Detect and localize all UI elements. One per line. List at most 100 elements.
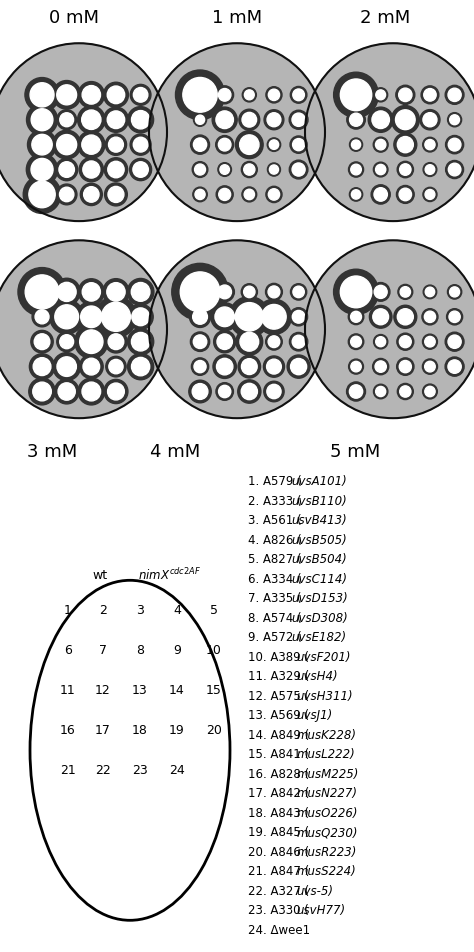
Circle shape bbox=[105, 183, 128, 206]
Circle shape bbox=[348, 359, 364, 374]
Text: 1 mM: 1 mM bbox=[212, 10, 262, 27]
Circle shape bbox=[55, 158, 78, 181]
Circle shape bbox=[398, 285, 413, 299]
Circle shape bbox=[27, 129, 56, 159]
Circle shape bbox=[128, 328, 154, 355]
Text: 0 mM: 0 mM bbox=[49, 10, 99, 27]
Circle shape bbox=[211, 303, 238, 331]
Circle shape bbox=[346, 382, 365, 401]
Circle shape bbox=[373, 308, 389, 325]
Circle shape bbox=[27, 153, 58, 186]
Circle shape bbox=[219, 89, 231, 101]
Text: 10. A389 (: 10. A389 ( bbox=[248, 651, 309, 664]
Circle shape bbox=[425, 361, 435, 372]
Circle shape bbox=[217, 358, 233, 375]
Text: 10: 10 bbox=[206, 644, 222, 657]
Circle shape bbox=[375, 139, 386, 149]
Circle shape bbox=[29, 181, 55, 208]
Circle shape bbox=[374, 88, 388, 102]
Text: 15. A841 (: 15. A841 ( bbox=[248, 748, 309, 762]
Circle shape bbox=[293, 89, 304, 101]
Circle shape bbox=[149, 43, 325, 221]
Circle shape bbox=[192, 309, 208, 325]
Circle shape bbox=[423, 163, 437, 176]
Circle shape bbox=[423, 384, 438, 399]
Circle shape bbox=[289, 110, 308, 129]
Circle shape bbox=[193, 138, 207, 151]
Circle shape bbox=[215, 307, 235, 327]
Circle shape bbox=[78, 130, 105, 158]
Circle shape bbox=[219, 386, 231, 398]
Circle shape bbox=[82, 283, 100, 301]
Circle shape bbox=[399, 89, 412, 102]
Text: musO226): musO226) bbox=[297, 806, 358, 820]
Text: musL222): musL222) bbox=[297, 748, 355, 762]
Circle shape bbox=[133, 137, 148, 152]
Circle shape bbox=[55, 379, 79, 404]
Circle shape bbox=[446, 161, 464, 179]
Circle shape bbox=[425, 165, 435, 174]
Text: uvsB110): uvsB110) bbox=[292, 495, 347, 507]
Circle shape bbox=[374, 162, 388, 177]
Circle shape bbox=[421, 86, 439, 104]
Circle shape bbox=[229, 296, 269, 337]
Circle shape bbox=[245, 89, 254, 100]
Text: uvsB504): uvsB504) bbox=[292, 553, 347, 566]
Circle shape bbox=[348, 334, 364, 349]
Circle shape bbox=[340, 276, 372, 307]
Circle shape bbox=[240, 332, 259, 351]
Text: 14. A849 (: 14. A849 ( bbox=[248, 729, 309, 742]
Circle shape bbox=[241, 384, 257, 400]
Circle shape bbox=[242, 187, 257, 202]
Text: 7. A335 (: 7. A335 ( bbox=[248, 592, 301, 605]
Circle shape bbox=[256, 299, 292, 334]
Circle shape bbox=[191, 332, 210, 351]
Text: 8: 8 bbox=[136, 644, 144, 657]
Text: 2: 2 bbox=[99, 604, 107, 617]
Circle shape bbox=[269, 140, 279, 149]
Circle shape bbox=[218, 163, 231, 176]
Text: 12: 12 bbox=[95, 684, 111, 697]
Circle shape bbox=[425, 387, 435, 397]
Text: 6. A334 (: 6. A334 ( bbox=[248, 573, 301, 585]
Circle shape bbox=[369, 306, 392, 328]
Circle shape bbox=[334, 72, 378, 117]
Circle shape bbox=[447, 308, 463, 325]
Circle shape bbox=[334, 269, 379, 314]
Circle shape bbox=[33, 382, 51, 401]
Text: 11. A329 (: 11. A329 ( bbox=[248, 670, 309, 684]
Circle shape bbox=[447, 285, 462, 299]
Circle shape bbox=[292, 139, 305, 150]
Text: 9: 9 bbox=[173, 644, 181, 657]
Circle shape bbox=[372, 283, 390, 301]
Text: 3: 3 bbox=[136, 604, 144, 617]
Circle shape bbox=[31, 109, 53, 130]
Text: 13. A569 (: 13. A569 ( bbox=[248, 709, 309, 723]
Circle shape bbox=[83, 161, 100, 178]
Text: 9. A572 (: 9. A572 ( bbox=[248, 631, 302, 645]
Text: musS224): musS224) bbox=[297, 865, 356, 879]
Circle shape bbox=[189, 380, 211, 403]
Text: uvsF201): uvsF201) bbox=[297, 651, 351, 664]
Circle shape bbox=[0, 43, 167, 221]
Text: 14: 14 bbox=[169, 684, 185, 697]
Text: usvB413): usvB413) bbox=[292, 514, 347, 527]
Circle shape bbox=[193, 188, 207, 202]
Circle shape bbox=[372, 111, 390, 129]
Text: musN227): musN227) bbox=[297, 787, 357, 801]
Circle shape bbox=[424, 311, 436, 323]
Circle shape bbox=[397, 333, 414, 350]
Circle shape bbox=[268, 188, 280, 200]
Circle shape bbox=[57, 331, 77, 351]
Text: 1: 1 bbox=[64, 604, 72, 617]
Circle shape bbox=[220, 165, 229, 174]
Circle shape bbox=[0, 240, 167, 418]
Circle shape bbox=[101, 302, 130, 331]
Circle shape bbox=[264, 356, 284, 377]
Circle shape bbox=[235, 303, 264, 331]
Circle shape bbox=[242, 112, 256, 128]
Text: 17: 17 bbox=[95, 724, 111, 737]
Circle shape bbox=[394, 133, 417, 156]
Circle shape bbox=[266, 87, 282, 103]
Text: 2. A333 (: 2. A333 ( bbox=[248, 495, 301, 507]
